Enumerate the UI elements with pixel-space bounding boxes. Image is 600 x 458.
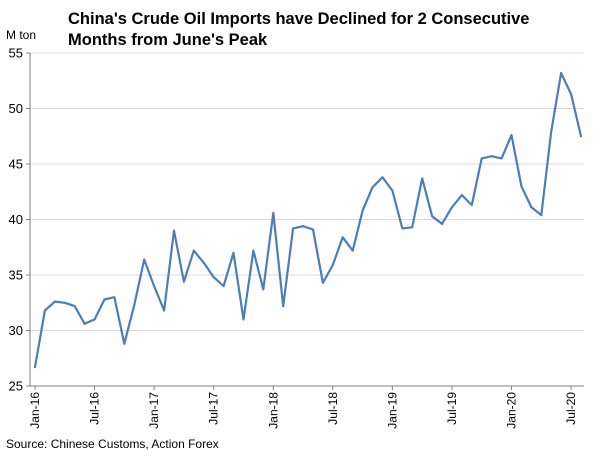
data-point — [550, 130, 553, 133]
data-point — [262, 288, 265, 291]
data-point — [391, 189, 394, 192]
x-tick-label: Jan-17 — [147, 392, 161, 429]
data-point — [183, 280, 185, 283]
data-point — [222, 285, 225, 287]
data-point — [371, 186, 374, 189]
y-axis-ticks: 25 30 35 40 45 50 55 — [9, 46, 30, 394]
data-point — [272, 211, 275, 214]
data-point — [500, 157, 503, 160]
data-point — [73, 305, 76, 307]
data-point — [441, 223, 443, 225]
data-point — [93, 318, 96, 321]
data-point — [83, 322, 86, 325]
y-tick-label: 55 — [9, 46, 23, 61]
data-point — [44, 309, 46, 312]
data-point — [153, 285, 156, 287]
data-point — [232, 251, 235, 254]
chart-title-line-1: China's Crude Oil Imports have Declined … — [68, 10, 529, 28]
y-tick-label: 50 — [9, 101, 23, 116]
data-point — [212, 276, 215, 279]
series-line — [33, 71, 583, 369]
data-point — [113, 296, 116, 299]
x-tick-label: Jul-20 — [564, 392, 578, 425]
data-point — [133, 304, 136, 306]
data-point — [451, 206, 453, 209]
x-tick-label: Jul-18 — [326, 392, 340, 425]
data-point — [490, 155, 493, 158]
data-point — [282, 305, 285, 307]
y-tick-label: 30 — [9, 323, 23, 338]
x-tick-label: Jul-17 — [207, 392, 221, 425]
data-point — [351, 249, 354, 252]
x-tick-label: Jul-19 — [445, 392, 459, 425]
data-point — [252, 249, 255, 252]
data-point — [470, 204, 473, 207]
data-point — [570, 93, 572, 95]
data-point — [361, 209, 364, 212]
data-point — [520, 185, 523, 188]
y-axis-unit-label: M ton — [6, 28, 36, 42]
data-point — [421, 177, 424, 180]
data-point — [580, 135, 582, 138]
x-tick-label: Jan-16 — [28, 392, 42, 429]
data-point — [202, 261, 205, 264]
data-point — [540, 214, 543, 217]
data-point — [123, 342, 126, 345]
data-point — [242, 318, 245, 321]
x-axis-ticks: Jan-16 Jul-16 Jan-17 Jul-17 Jan-18 Jul-18 Jan-… — [28, 386, 578, 429]
y-tick-label: 25 — [9, 379, 23, 394]
data-point — [63, 301, 66, 304]
y-tick-label: 45 — [9, 157, 23, 172]
y-tick-label: 40 — [9, 212, 23, 227]
data-point — [302, 225, 304, 228]
data-point — [34, 366, 36, 368]
data-point — [54, 300, 56, 303]
data-point — [401, 227, 404, 230]
data-point — [480, 157, 483, 160]
data-point — [322, 281, 324, 284]
x-tick-label: Jul-16 — [88, 392, 102, 425]
chart-title-line-2: Months from June's Peak — [68, 31, 268, 49]
data-point — [143, 258, 146, 261]
data-point — [341, 236, 344, 239]
data-point — [510, 134, 513, 137]
source-note: Source: Chinese Customs, Action Forex — [6, 437, 219, 451]
data-point — [103, 298, 106, 301]
series-imports — [33, 71, 583, 369]
data-point — [560, 72, 562, 74]
gridlines — [30, 52, 584, 331]
data-point — [173, 229, 175, 232]
data-point — [411, 226, 414, 229]
data-point — [530, 206, 533, 209]
data-point — [292, 227, 294, 230]
data-point — [163, 309, 166, 312]
data-point — [431, 215, 433, 218]
data-point — [331, 264, 334, 266]
data-point — [192, 249, 195, 252]
y-tick-label: 35 — [9, 268, 23, 283]
data-point — [461, 194, 463, 197]
data-point — [312, 228, 314, 231]
data-point — [381, 176, 384, 179]
x-tick-label: Jan-20 — [505, 392, 519, 429]
x-tick-label: Jan-19 — [385, 392, 399, 429]
x-tick-label: Jan-18 — [266, 392, 280, 429]
